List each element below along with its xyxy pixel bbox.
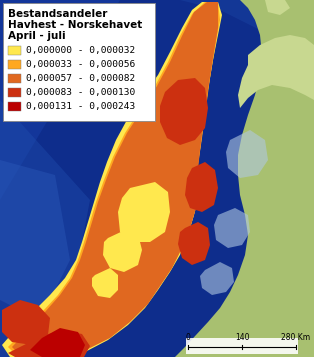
Polygon shape	[270, 0, 314, 80]
Bar	[186, 338, 298, 354]
Bar	[8, 88, 21, 97]
Polygon shape	[178, 222, 210, 265]
Polygon shape	[200, 262, 234, 295]
Bar	[8, 60, 21, 69]
Bar	[8, 46, 21, 55]
Polygon shape	[2, 300, 50, 345]
Text: 0,000083 - 0,000130: 0,000083 - 0,000130	[26, 88, 135, 97]
Polygon shape	[214, 208, 250, 248]
Polygon shape	[118, 182, 170, 242]
Polygon shape	[92, 268, 118, 298]
Text: 0,000131 - 0,000243: 0,000131 - 0,000243	[26, 102, 135, 111]
Polygon shape	[12, 2, 218, 357]
Polygon shape	[103, 230, 142, 272]
Polygon shape	[0, 100, 90, 357]
Polygon shape	[0, 160, 70, 320]
Text: April - juli: April - juli	[8, 31, 66, 41]
Polygon shape	[160, 78, 208, 145]
Polygon shape	[226, 130, 268, 178]
Text: 0,000033 - 0,000056: 0,000033 - 0,000056	[26, 60, 135, 69]
Polygon shape	[8, 330, 90, 357]
Text: 0,000057 - 0,000082: 0,000057 - 0,000082	[26, 74, 135, 83]
Polygon shape	[2, 2, 222, 357]
Polygon shape	[0, 0, 120, 200]
Polygon shape	[265, 0, 290, 15]
Polygon shape	[180, 0, 314, 60]
Polygon shape	[185, 162, 218, 212]
Polygon shape	[8, 2, 220, 357]
FancyBboxPatch shape	[3, 3, 155, 121]
Bar	[8, 102, 21, 111]
Text: Havhest - Norskehavet: Havhest - Norskehavet	[8, 20, 142, 30]
Text: 280 Km: 280 Km	[281, 333, 311, 342]
Text: 0,000000 - 0,000032: 0,000000 - 0,000032	[26, 46, 135, 55]
Text: 140: 140	[235, 333, 249, 342]
Bar	[8, 74, 21, 83]
Polygon shape	[238, 35, 314, 108]
Polygon shape	[175, 0, 314, 357]
Text: 0: 0	[186, 333, 190, 342]
Polygon shape	[30, 328, 85, 357]
Text: Bestandsandeler: Bestandsandeler	[8, 9, 107, 19]
